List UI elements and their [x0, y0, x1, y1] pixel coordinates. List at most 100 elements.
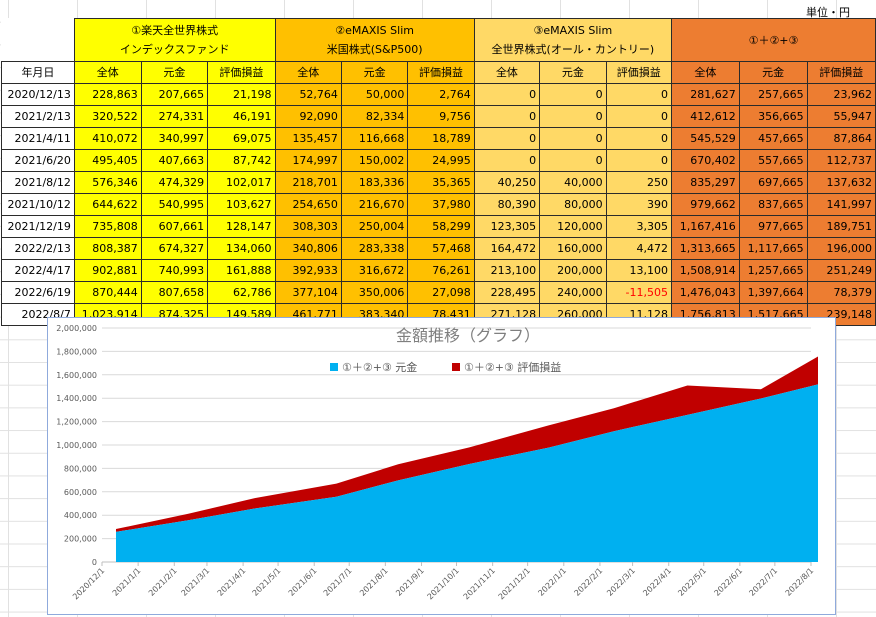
date-cell[interactable]: 2021/4/11: [1, 127, 75, 150]
value-cell[interactable]: 228,495: [473, 281, 541, 304]
value-cell[interactable]: 50,000: [340, 83, 409, 106]
value-cell[interactable]: 120,000: [539, 215, 607, 238]
value-cell[interactable]: 281,627: [670, 83, 740, 106]
subheader-g4-1[interactable]: 全体: [670, 61, 740, 84]
date-cell[interactable]: 2021/8/12: [1, 171, 75, 194]
value-cell[interactable]: 78,379: [806, 281, 876, 304]
value-cell[interactable]: 1,257,665: [738, 259, 808, 282]
value-cell[interactable]: 46,191: [207, 105, 276, 128]
value-cell[interactable]: 0: [473, 105, 541, 128]
date-cell[interactable]: 2022/2/13: [1, 237, 75, 260]
value-cell[interactable]: 1,397,664: [738, 281, 808, 304]
value-cell[interactable]: 3,305: [605, 215, 672, 238]
value-cell[interactable]: 92,090: [274, 105, 342, 128]
value-cell[interactable]: 37,980: [407, 193, 475, 216]
value-cell[interactable]: 474,329: [140, 171, 209, 194]
value-cell[interactable]: 495,405: [73, 149, 142, 172]
value-cell[interactable]: 1,476,043: [670, 281, 740, 304]
value-cell[interactable]: 69,075: [207, 127, 276, 150]
value-cell[interactable]: 141,997: [806, 193, 876, 216]
value-cell[interactable]: 407,663: [140, 149, 209, 172]
value-cell[interactable]: 189,751: [806, 215, 876, 238]
value-cell[interactable]: 0: [473, 83, 541, 106]
value-cell[interactable]: 1,508,914: [670, 259, 740, 282]
subheader-g2-3[interactable]: 評価損益: [407, 61, 475, 84]
value-cell[interactable]: 18,789: [407, 127, 475, 150]
value-cell[interactable]: 316,672: [340, 259, 409, 282]
value-cell[interactable]: 102,017: [207, 171, 276, 194]
value-cell[interactable]: 807,658: [140, 281, 209, 304]
value-cell[interactable]: 1,167,416: [670, 215, 740, 238]
date-cell[interactable]: 2022/4/17: [1, 259, 75, 282]
date-cell[interactable]: 2021/6/20: [1, 149, 75, 172]
value-cell[interactable]: 557,665: [738, 149, 808, 172]
value-cell[interactable]: 308,303: [274, 215, 342, 238]
value-cell[interactable]: 40,000: [539, 171, 607, 194]
value-cell[interactable]: 9,756: [407, 105, 475, 128]
value-cell[interactable]: 320,522: [73, 105, 142, 128]
value-cell[interactable]: 40,250: [473, 171, 541, 194]
value-cell[interactable]: 740,993: [140, 259, 209, 282]
subheader-g3-1[interactable]: 全体: [473, 61, 541, 84]
subheader-g2-2[interactable]: 元金: [340, 61, 409, 84]
value-cell[interactable]: 207,665: [140, 83, 209, 106]
date-cell[interactable]: 2021/2/13: [1, 105, 75, 128]
value-cell[interactable]: 1,313,665: [670, 237, 740, 260]
value-cell[interactable]: 977,665: [738, 215, 808, 238]
value-cell[interactable]: 161,888: [207, 259, 276, 282]
value-cell[interactable]: 0: [539, 105, 607, 128]
value-cell[interactable]: 870,444: [73, 281, 142, 304]
value-cell[interactable]: 644,622: [73, 193, 142, 216]
date-cell[interactable]: 2021/12/19: [1, 215, 75, 238]
value-cell[interactable]: 274,331: [140, 105, 209, 128]
value-cell[interactable]: 58,299: [407, 215, 475, 238]
value-cell[interactable]: 540,995: [140, 193, 209, 216]
value-cell[interactable]: 697,665: [738, 171, 808, 194]
value-cell[interactable]: -11,505: [605, 281, 672, 304]
value-cell[interactable]: 340,806: [274, 237, 342, 260]
value-cell[interactable]: 35,365: [407, 171, 475, 194]
value-cell[interactable]: 200,000: [539, 259, 607, 282]
value-cell[interactable]: 674,327: [140, 237, 209, 260]
value-cell[interactable]: 902,881: [73, 259, 142, 282]
subheader-g1-1[interactable]: 全体: [73, 61, 142, 84]
value-cell[interactable]: 356,665: [738, 105, 808, 128]
value-cell[interactable]: 0: [539, 149, 607, 172]
value-cell[interactable]: 2,764: [407, 83, 475, 106]
value-cell[interactable]: 0: [605, 105, 672, 128]
value-cell[interactable]: 457,665: [738, 127, 808, 150]
value-cell[interactable]: 250,004: [340, 215, 409, 238]
group-header-total[interactable]: ①＋②+③: [670, 18, 876, 62]
value-cell[interactable]: 1,117,665: [738, 237, 808, 260]
value-cell[interactable]: 103,627: [207, 193, 276, 216]
value-cell[interactable]: 80,000: [539, 193, 607, 216]
value-cell[interactable]: 24,995: [407, 149, 475, 172]
value-cell[interactable]: 52,764: [274, 83, 342, 106]
value-cell[interactable]: 228,863: [73, 83, 142, 106]
subheader-g1-2[interactable]: 元金: [140, 61, 209, 84]
group-header-3[interactable]: ③eMAXIS Slim 全世界株式(オール・カントリー): [473, 18, 672, 62]
value-cell[interactable]: 21,198: [207, 83, 276, 106]
value-cell[interactable]: 164,472: [473, 237, 541, 260]
value-cell[interactable]: 412,612: [670, 105, 740, 128]
subheader-g3-2[interactable]: 元金: [539, 61, 607, 84]
value-cell[interactable]: 76,261: [407, 259, 475, 282]
value-cell[interactable]: 390: [605, 193, 672, 216]
value-cell[interactable]: 174,997: [274, 149, 342, 172]
value-cell[interactable]: 150,002: [340, 149, 409, 172]
value-cell[interactable]: 607,661: [140, 215, 209, 238]
group-header-2[interactable]: ②eMAXIS Slim 米国株式(S&P500): [274, 18, 475, 62]
value-cell[interactable]: 837,665: [738, 193, 808, 216]
value-cell[interactable]: 250: [605, 171, 672, 194]
value-cell[interactable]: 62,786: [207, 281, 276, 304]
value-cell[interactable]: 0: [539, 127, 607, 150]
value-cell[interactable]: 57,468: [407, 237, 475, 260]
subheader-g4-3[interactable]: 評価損益: [806, 61, 876, 84]
value-cell[interactable]: 410,072: [73, 127, 142, 150]
subheader-g4-2[interactable]: 元金: [738, 61, 808, 84]
value-cell[interactable]: 0: [605, 149, 672, 172]
value-cell[interactable]: 0: [473, 149, 541, 172]
value-cell[interactable]: 251,249: [806, 259, 876, 282]
value-cell[interactable]: 254,650: [274, 193, 342, 216]
value-cell[interactable]: 116,668: [340, 127, 409, 150]
